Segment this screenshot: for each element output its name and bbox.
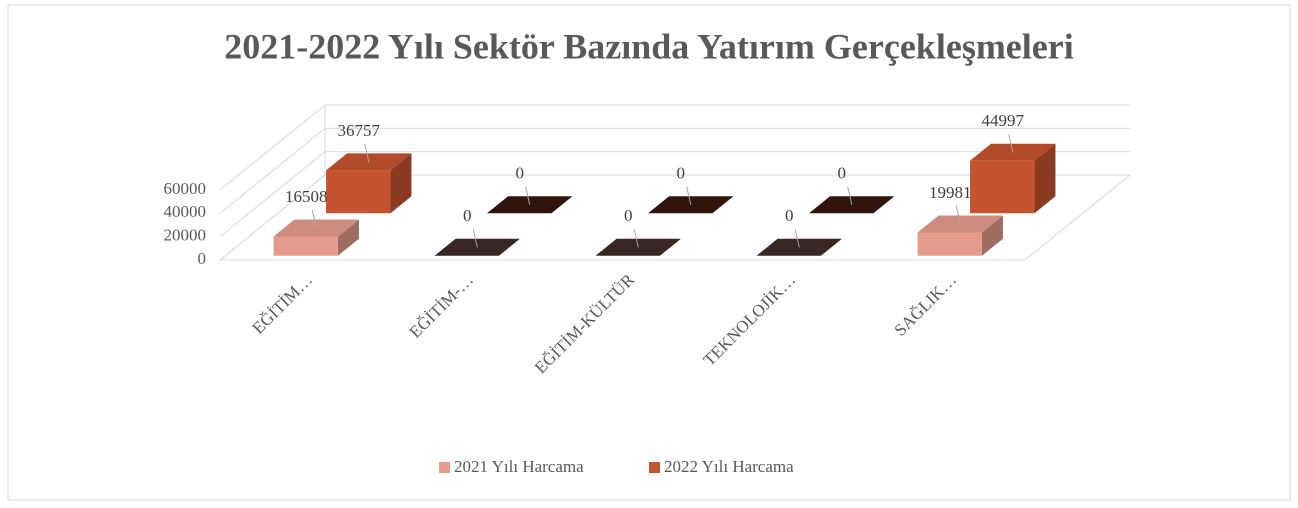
grid-line (219, 151, 1130, 238)
value-label: 0 (785, 206, 794, 225)
leader-line (847, 186, 853, 205)
y-tick-label: 0 (198, 249, 207, 268)
leader-line (525, 186, 531, 205)
legend-swatch (649, 462, 660, 473)
value-label: 44997 (982, 111, 1025, 130)
bar-side (390, 153, 412, 214)
leader-line (364, 143, 370, 162)
bar-front (970, 160, 1035, 214)
value-label: 19981 (929, 183, 972, 202)
grid-line (219, 127, 1130, 214)
value-label: 0 (677, 164, 686, 183)
leader-line (955, 205, 961, 225)
bar-side (981, 215, 1003, 256)
value-label: 16508 (285, 187, 328, 206)
bar-front (326, 170, 391, 214)
grid-line (219, 104, 1130, 191)
grid-line (219, 174, 1130, 261)
y-tick-label: 40000 (164, 202, 207, 221)
y-tick-label: 20000 (164, 226, 207, 245)
leader-line (472, 229, 478, 248)
bar-front (273, 236, 338, 256)
bar-front (917, 232, 982, 256)
leader-line (794, 229, 800, 248)
bar-side (337, 219, 359, 256)
legend-label: 2021 Yılı Harcama (454, 457, 584, 476)
legend-swatch (439, 462, 450, 473)
legend-label: 2022 Yılı Harcama (664, 457, 794, 476)
value-label: 0 (516, 164, 525, 183)
value-label: 0 (838, 164, 847, 183)
value-label: 0 (624, 206, 633, 225)
leader-line (686, 186, 692, 205)
value-label: 0 (463, 206, 472, 225)
y-tick-label: 60000 (164, 179, 207, 198)
chart-title: 2021-2022 Yılı Sektör Bazında Yatırım Ge… (224, 26, 1074, 66)
leader-line (1008, 134, 1014, 153)
bar-side (1034, 143, 1056, 214)
value-label: 36757 (338, 121, 381, 140)
leader-line (633, 229, 639, 248)
leader-line (311, 209, 317, 229)
